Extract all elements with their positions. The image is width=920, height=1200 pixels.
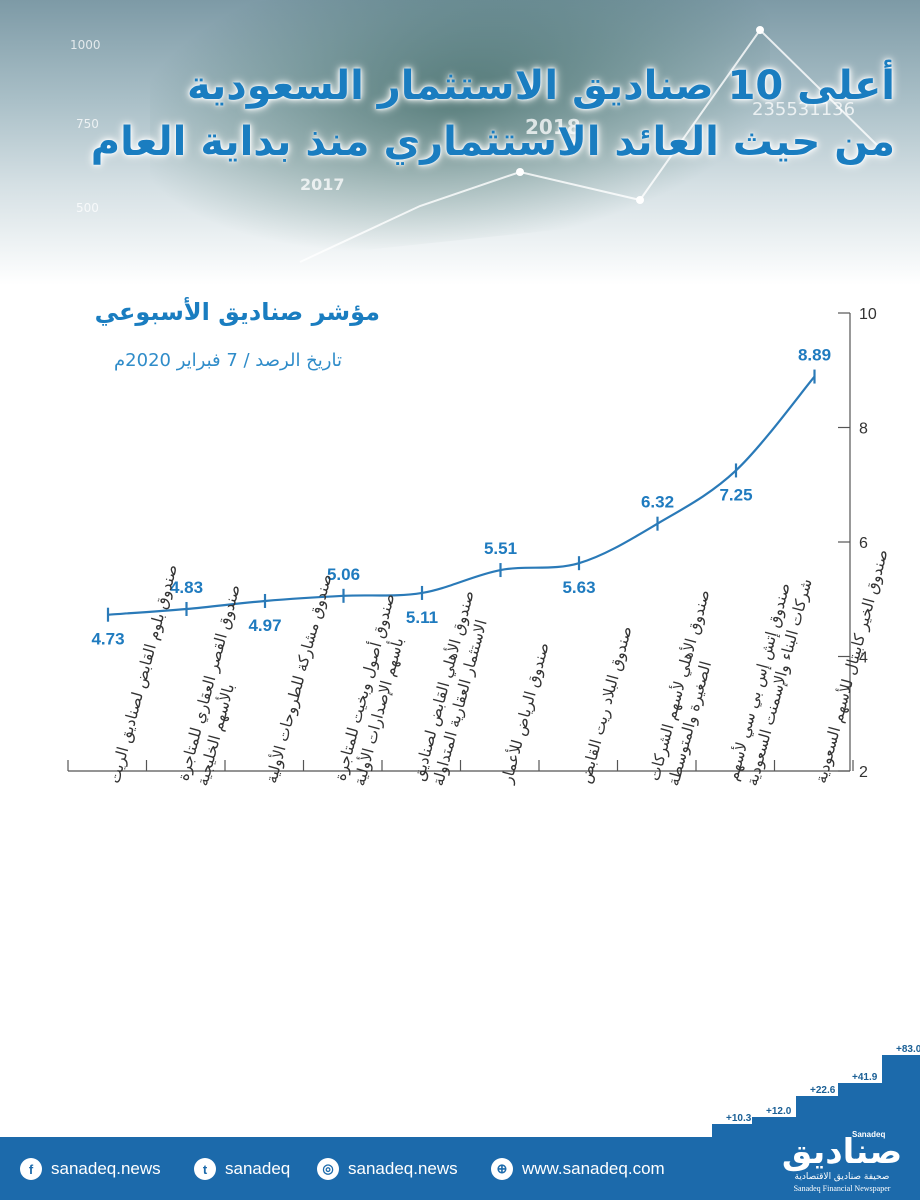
instagram-link[interactable]: ◎ sanadeq.news	[317, 1156, 458, 1182]
title-line-1: أعلى 10 صناديق الاستثمار السعودية	[186, 63, 895, 109]
logo-latin-text: Sanadeq	[852, 1130, 886, 1139]
growth-step-bar	[796, 1096, 838, 1137]
data-value-label: 5.63	[562, 578, 595, 597]
instagram-handle: sanadeq.news	[348, 1159, 458, 1178]
bg-trend-point	[636, 196, 644, 204]
twitter-icon: t	[194, 1158, 216, 1180]
data-value-label: 4.97	[248, 616, 281, 635]
series-line	[107, 375, 816, 616]
data-value-label: 7.25	[719, 485, 752, 504]
chart-value-labels: 4.73 4.83 4.97 5.06 5.11 5.51 5.63 6.32 7.25 8.89	[91, 346, 831, 649]
twitter-link[interactable]: t sanadeq	[194, 1156, 290, 1182]
logo-wordmark: صناديق	[781, 1132, 903, 1172]
data-value-label: 5.11	[406, 608, 438, 627]
data-value-label: 5.06	[327, 565, 360, 584]
growth-step-label: +41.9	[852, 1072, 878, 1083]
bg-trend-line	[299, 28, 881, 263]
footer-bar: f sanadeq.news t sanadeq ◎ sanadeq.news …	[0, 1137, 920, 1200]
twitter-handle: sanadeq	[225, 1159, 291, 1178]
y-tick-label: 6	[859, 535, 868, 552]
growth-step-bar	[752, 1117, 796, 1137]
growth-step-label: +12.0	[766, 1106, 792, 1117]
chart-axes: 2 4 6 8 10	[67, 306, 877, 781]
facebook-link[interactable]: f sanadeq.news	[20, 1156, 161, 1182]
website-link[interactable]: ⊕ www.sanadeq.com	[491, 1156, 665, 1182]
bg-number-750: 750	[76, 117, 99, 131]
data-value-label: 4.83	[170, 578, 203, 597]
page-title: أعلى 10 صناديق الاستثمار السعودية من حيث…	[0, 58, 895, 170]
growth-step-bar	[882, 1055, 920, 1137]
data-value-label: 8.89	[798, 346, 831, 365]
y-tick-label: 4	[859, 650, 868, 667]
instagram-icon: ◎	[317, 1158, 339, 1180]
facebook-handle: sanadeq.news	[51, 1159, 161, 1178]
chart-title: مؤشر صناديق الأسبوعي	[94, 298, 380, 326]
header-decoration: 1000 750 500 2018 2017 235531136	[70, 26, 881, 263]
bg-number-500: 500	[76, 201, 99, 215]
chart-date: تاريخ الرصد / 7 فبراير 2020م	[114, 350, 342, 371]
growth-step-label: +22.6	[810, 1085, 836, 1096]
growth-step-label: +83.0	[896, 1044, 920, 1055]
title-line-2: من حيث العائد الاستثماري منذ بداية العام	[90, 119, 895, 165]
growth-step-bar	[838, 1083, 882, 1137]
facebook-icon: f	[20, 1158, 42, 1180]
bg-year-2018: 2018	[525, 115, 581, 139]
header-banner: 1000 750 500 2018 2017 235531136 أعلى 10…	[0, 0, 920, 285]
logo-tagline-english: Sanadeq Financial Newspaper	[793, 1184, 891, 1193]
growth-step-bar	[712, 1124, 752, 1137]
chart-series	[106, 369, 816, 622]
bg-trend-point	[516, 168, 524, 176]
logo-tagline-arabic: صحيفة صناديق الاقتصادية	[794, 1172, 890, 1182]
bg-trend-point	[756, 26, 764, 34]
data-value-label: 4.73	[91, 630, 124, 649]
y-tick-label: 2	[859, 764, 868, 781]
data-value-label: 6.32	[641, 493, 674, 512]
globe-icon: ⊕	[491, 1158, 513, 1180]
growth-step-label: +10.3	[726, 1113, 752, 1124]
sanadeq-logo: Sanadeq صناديق صحيفة صناديق الاقتصادية S…	[778, 1118, 906, 1198]
bg-year-2017: 2017	[300, 175, 345, 194]
bg-ticker-number: 235531136	[752, 99, 855, 120]
data-value-label: 5.51	[484, 539, 517, 558]
bg-number-1000: 1000	[70, 38, 101, 52]
y-tick-label: 8	[859, 421, 868, 438]
line-chart: 2 4 6 8 10 4.73 4.83 4.97 5.06 5.11 5.51 5.63 6.32 7…	[67, 306, 893, 788]
y-tick-label: 10	[859, 306, 877, 323]
website-url: www.sanadeq.com	[522, 1159, 665, 1178]
